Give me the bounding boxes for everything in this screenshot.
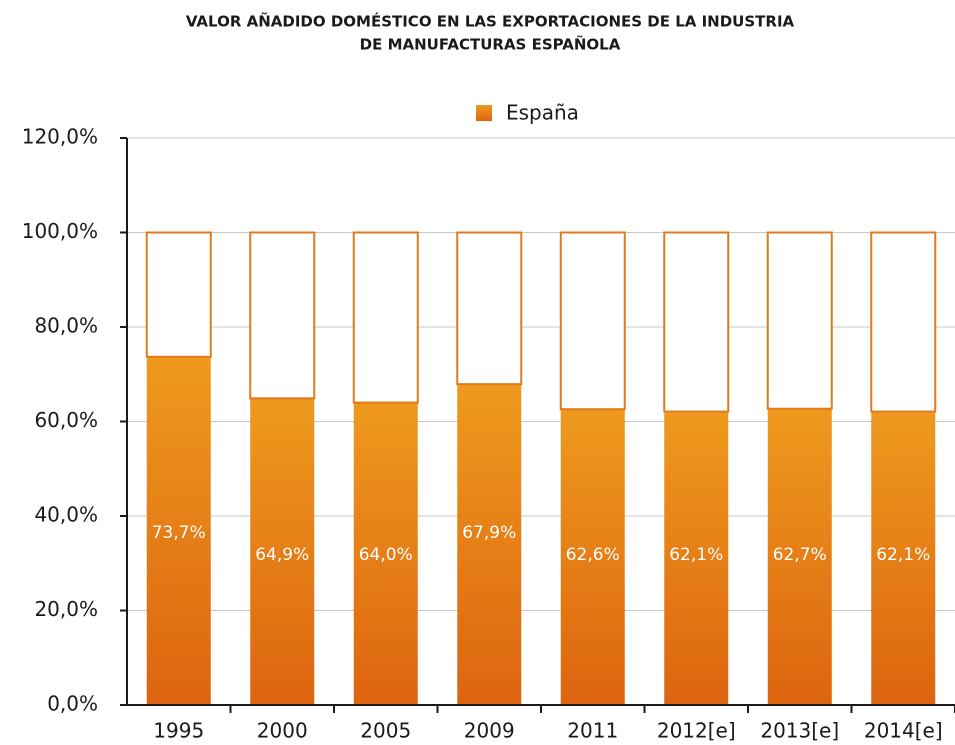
chart-title: VALOR AÑADIDO DOMÉSTICO EN LAS EXPORTACI… bbox=[186, 12, 795, 31]
bar bbox=[250, 398, 315, 705]
x-tick-label: 2013[e] bbox=[760, 719, 839, 743]
x-tick-label: 2012[e] bbox=[657, 719, 736, 743]
bar bbox=[145, 231, 212, 358]
y-tick-label: 60,0% bbox=[34, 408, 98, 432]
data-label: 64,0% bbox=[359, 545, 413, 565]
bar bbox=[766, 231, 833, 410]
bar bbox=[870, 231, 937, 413]
bar bbox=[456, 231, 523, 386]
data-label: 62,1% bbox=[669, 545, 723, 565]
data-label: 64,9% bbox=[255, 545, 309, 565]
bar bbox=[560, 409, 625, 705]
bar bbox=[352, 231, 419, 404]
data-label: 62,7% bbox=[773, 545, 827, 565]
x-tick-label: 2005 bbox=[360, 719, 411, 743]
legend-label: España bbox=[506, 101, 579, 125]
x-tick-label: 1995 bbox=[153, 719, 204, 743]
y-tick-label: 80,0% bbox=[34, 314, 98, 338]
bar bbox=[664, 411, 729, 705]
bar bbox=[457, 384, 522, 705]
y-tick-label: 100,0% bbox=[22, 219, 98, 243]
bar bbox=[663, 231, 730, 413]
bar bbox=[146, 356, 211, 705]
data-label: 67,9% bbox=[462, 523, 516, 543]
data-label: 62,6% bbox=[566, 545, 620, 565]
data-label: 73,7% bbox=[152, 523, 206, 543]
bar bbox=[559, 231, 626, 411]
bar bbox=[871, 411, 936, 705]
bar bbox=[767, 408, 832, 705]
legend-swatch bbox=[476, 105, 492, 121]
y-tick-label: 20,0% bbox=[34, 597, 98, 621]
chart-title: DE MANUFACTURAS ESPAÑOLA bbox=[360, 35, 621, 54]
bar bbox=[353, 402, 418, 705]
x-tick-label: 2009 bbox=[464, 719, 515, 743]
x-tick-label: 2000 bbox=[257, 719, 308, 743]
y-tick-label: 120,0% bbox=[22, 125, 98, 149]
x-tick-label: 2011 bbox=[567, 719, 618, 743]
x-tick-label: 2014[e] bbox=[864, 719, 943, 743]
y-tick-label: 40,0% bbox=[34, 503, 98, 527]
bar bbox=[249, 231, 316, 400]
data-label: 62,1% bbox=[876, 545, 930, 565]
y-tick-label: 0,0% bbox=[47, 692, 98, 716]
